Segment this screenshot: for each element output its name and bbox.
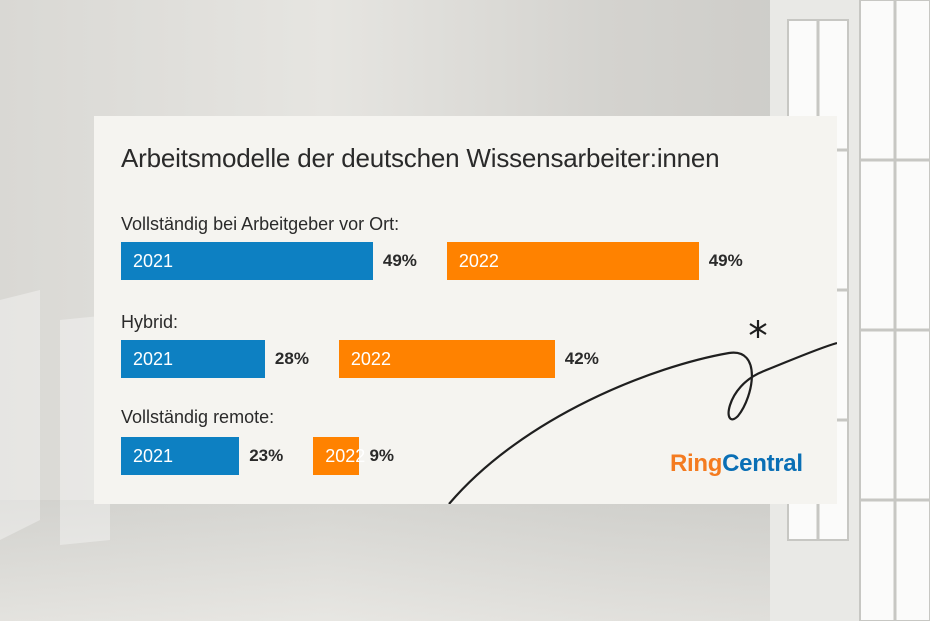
- data-label: 28%: [274, 349, 309, 368]
- category-label: Hybrid:: [121, 312, 179, 332]
- bar-2021: 2021: [121, 340, 265, 378]
- bar-2021: 2021: [121, 242, 373, 280]
- bar-2021: 2021: [121, 437, 240, 475]
- ringcentral-logo: RingCentral: [670, 450, 803, 477]
- chart-title: Arbeitsmodelle der deutschen Wissensarbe…: [121, 143, 720, 173]
- data-label: 49%: [382, 251, 417, 270]
- bar-2022: 2022: [338, 340, 555, 378]
- data-label: 23%: [249, 446, 284, 465]
- data-label: 42%: [564, 349, 599, 368]
- category-label: Vollständig remote:: [121, 407, 275, 427]
- data-label: 49%: [708, 251, 743, 270]
- category-label: Vollständig bei Arbeitgeber vor Ort:: [121, 214, 400, 234]
- bar-2022: 2022: [313, 437, 365, 475]
- asterisk-icon: [749, 320, 767, 338]
- decorative-squiggle: [448, 320, 837, 504]
- chart-card: Arbeitsmodelle der deutschen Wissensarbe…: [94, 116, 837, 504]
- data-label: 9%: [369, 446, 395, 465]
- bar-2022: 2022: [446, 242, 699, 280]
